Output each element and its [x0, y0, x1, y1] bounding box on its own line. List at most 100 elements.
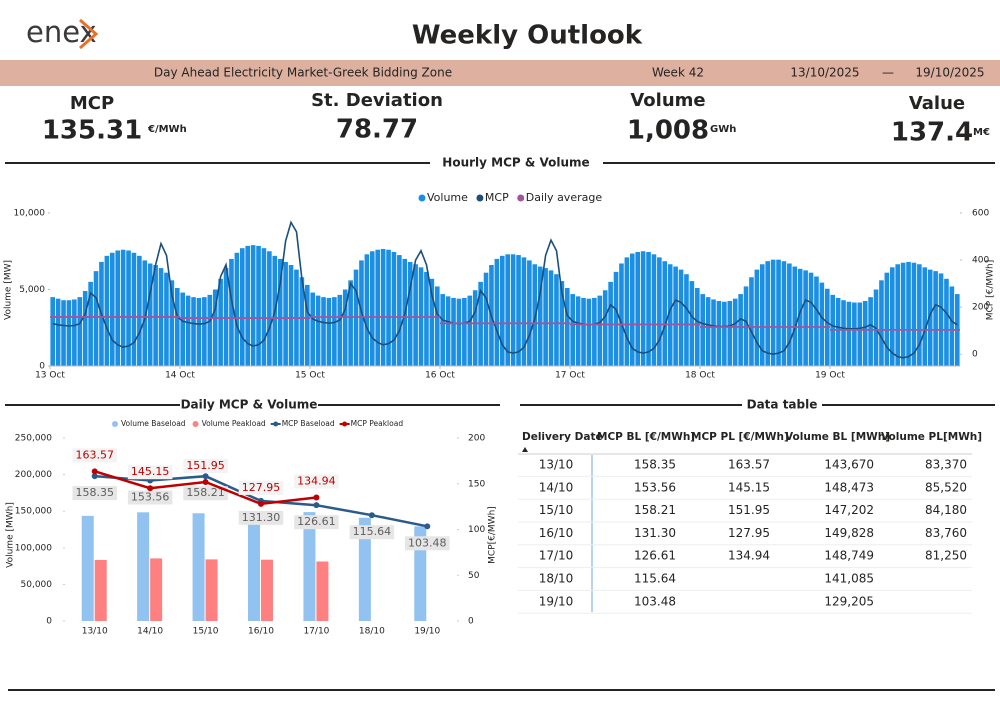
volume-bar [640, 251, 646, 366]
volume-bar [81, 515, 94, 621]
volume-bar [445, 296, 451, 366]
volume-bar [218, 278, 223, 366]
legend-marker [273, 421, 279, 427]
y-axis-title: Volume [MW] [4, 260, 14, 320]
x-tick-label: 13/10 [82, 627, 108, 637]
volume-bar [326, 297, 332, 366]
data-label-bg [183, 486, 228, 501]
volume-bar [261, 559, 273, 621]
volume-bar [662, 261, 668, 366]
volume-bar [797, 268, 803, 366]
sort-arrow[interactable] [522, 447, 528, 452]
volume-bar [868, 297, 873, 366]
table-cell: 149,828 [824, 526, 874, 540]
volume-bar [55, 298, 61, 366]
volume-bar [303, 512, 316, 621]
volume-bar [657, 257, 662, 366]
legend-marker [476, 194, 484, 202]
volume-bar [602, 290, 608, 366]
data-label-bg [294, 474, 339, 489]
table-cell: 13/10 [539, 458, 574, 472]
kpi-unit: €/MWh [147, 124, 187, 135]
table-cell: 127.95 [728, 526, 770, 540]
volume-bar [716, 300, 722, 366]
data-label: 163.57 [75, 448, 114, 461]
y-tick-label: 0 [46, 617, 52, 627]
mcp-line [52, 220, 958, 359]
volume-bar [472, 290, 478, 366]
volume-bar [673, 266, 678, 366]
volume-bar [835, 297, 841, 366]
x-tick-label: 17/10 [303, 627, 329, 637]
table-header: MCP PL [€/MWh] [691, 431, 789, 443]
volume-bar [906, 261, 911, 366]
volume-bar [884, 272, 890, 366]
volume-bar [50, 297, 56, 366]
x-tick-label: 16/10 [248, 627, 274, 637]
volume-bar [635, 252, 641, 366]
y-tick-label: 250,000 [15, 434, 52, 444]
volume-bar [147, 263, 153, 366]
volume-bar [223, 268, 229, 366]
volume-bar [624, 257, 630, 366]
table-cell: 145.15 [728, 480, 770, 494]
table-cell: 153.56 [634, 480, 676, 494]
logo-chevron [79, 18, 99, 50]
x-tick-label: 19 Oct [815, 371, 845, 381]
volume-bar [310, 292, 316, 366]
y2-tick-label: 200 [468, 434, 485, 444]
table-cell: 81,250 [925, 549, 967, 563]
kpi-label: Volume [630, 90, 705, 111]
data-label: 145.15 [131, 465, 170, 478]
data-label-bg [127, 465, 173, 480]
volume-bar [564, 287, 570, 366]
volume-bar [765, 261, 771, 366]
volume-bar [115, 250, 121, 366]
volume-bar [684, 274, 689, 366]
volume-bar [808, 272, 814, 366]
volume-bar [342, 289, 348, 366]
section-title: Hourly MCP & Volume [442, 156, 589, 170]
volume-bar [205, 559, 218, 621]
y-axis-title: Volume [MWh] [6, 502, 16, 568]
section-title: Data table [747, 398, 818, 412]
table-header: MCP BL [€/MWh] [597, 431, 695, 443]
mcp-point [202, 478, 209, 485]
volume-bar [537, 266, 543, 366]
volume-bar [711, 299, 716, 366]
volume-bar [646, 252, 651, 366]
y2-tick-label: 50 [468, 571, 480, 581]
x-tick-label: 18 Oct [685, 371, 715, 381]
table-cell: 115.64 [634, 572, 676, 586]
volume-bar [841, 300, 846, 366]
volume-bar [505, 254, 511, 366]
y2-tick-label: 400 [972, 256, 989, 266]
legend-label: Volume [427, 191, 468, 204]
volume-bar [142, 260, 148, 366]
volume-bar [429, 278, 435, 366]
table-header: Volume PL[MWh] [881, 431, 982, 443]
y-tick-label: 0 [39, 362, 45, 372]
legend-label: Daily average [526, 191, 603, 204]
data-label: 151.95 [186, 459, 225, 472]
volume-bar [846, 301, 852, 366]
y2-tick-label: 0 [972, 350, 978, 360]
x-tick-label: 15 Oct [295, 371, 325, 381]
volume-bar [202, 297, 207, 366]
volume-bar [651, 254, 657, 366]
volume-bar [938, 273, 944, 366]
volume-bar [889, 267, 895, 366]
volume-bar [597, 295, 603, 366]
volume-bar [72, 299, 77, 366]
volume-bar [137, 255, 142, 366]
table-cell: 16/10 [539, 526, 574, 540]
volume-bar [434, 286, 440, 366]
mcp-point [313, 494, 320, 501]
volume-bar [705, 297, 711, 366]
volume-bar [283, 261, 288, 366]
volume-bar [629, 253, 635, 366]
volume-bar [467, 295, 473, 366]
volume-bar [212, 289, 218, 366]
volume-bar [131, 252, 137, 366]
volume-bar [575, 296, 581, 366]
